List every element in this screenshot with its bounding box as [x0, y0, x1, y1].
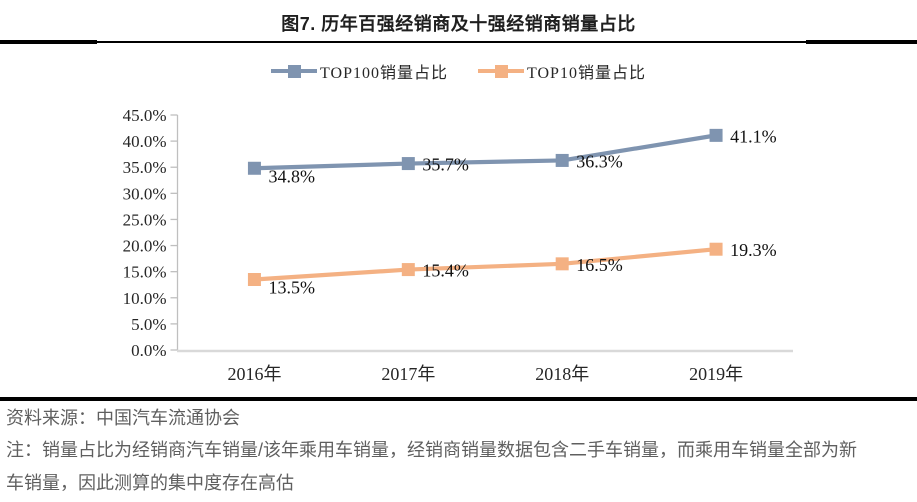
y-axis-tick-label: 20.0%: [123, 237, 167, 256]
legend-swatch-top10: [478, 64, 524, 78]
data-label: 19.3%: [730, 240, 777, 260]
y-axis-tick-label: 15.0%: [123, 263, 167, 282]
data-point-marker: [709, 128, 723, 142]
y-axis-tick-label: 10.0%: [123, 289, 167, 308]
data-label: 34.8%: [268, 166, 315, 186]
series-line: [254, 133, 717, 171]
series-line: [254, 247, 717, 282]
top-divider-thick-right: [806, 40, 917, 44]
data-label: 36.3%: [576, 151, 623, 171]
data-label: 41.1%: [730, 126, 777, 146]
x-axis-label: 2017年: [381, 364, 435, 384]
data-point-marker: [401, 263, 415, 277]
chart-legend: TOP100销量占比 TOP10销量占比: [0, 60, 917, 82]
y-axis-tick-label: 40.0%: [123, 132, 167, 151]
y-axis-tick-label: 45.0%: [123, 106, 167, 125]
data-point-marker: [555, 257, 569, 271]
top-divider: [0, 40, 917, 44]
data-label: 15.4%: [422, 261, 469, 281]
x-axis-label: 2019年: [689, 364, 743, 384]
data-label: 16.5%: [576, 255, 623, 275]
data-label: 13.5%: [268, 278, 315, 298]
legend-item-top10: TOP10销量占比: [478, 59, 646, 83]
y-axis-tick-label: 35.0%: [123, 158, 167, 177]
legend-swatch-top100: [271, 64, 318, 78]
data-source-text: 资料来源：中国汽车流通协会: [6, 408, 240, 428]
x-axis-label: 2016年: [227, 364, 281, 384]
legend-square-marker: [287, 64, 301, 78]
y-axis-tick-label: 0.0%: [131, 341, 166, 360]
legend-label-top100: TOP100销量占比: [320, 65, 448, 82]
legend-square-marker: [494, 64, 508, 78]
top-divider-thick-left: [0, 40, 97, 44]
y-axis-tick-label: 5.0%: [131, 315, 166, 334]
y-axis-tick-label: 25.0%: [123, 210, 167, 229]
legend-item-top100: TOP100销量占比: [271, 59, 448, 83]
x-axis-label: 2018年: [535, 364, 589, 384]
data-label: 35.7%: [422, 155, 469, 175]
y-axis-tick-label: 30.0%: [123, 184, 167, 203]
figure-title: 图7. 历年百强经销商及十强经销商销量占比: [281, 14, 636, 34]
data-point-marker: [555, 153, 569, 167]
data-point-marker: [247, 161, 261, 175]
line-chart: 45.0% 40.0% 35.0% 30.0% 25.0% 20.0% 15.0% 10.0%…: [123, 106, 793, 384]
data-point-marker: [247, 273, 261, 286]
data-point-marker: [401, 157, 415, 171]
footnote-text: 注：销量占比为经销商汽车销量/该年乘用车销量，经销商销量数据包含二手车销量，而乘…: [6, 440, 857, 493]
legend-label-top10: TOP10销量占比: [527, 65, 646, 82]
data-point-marker: [709, 242, 723, 256]
bottom-divider: [0, 397, 917, 401]
